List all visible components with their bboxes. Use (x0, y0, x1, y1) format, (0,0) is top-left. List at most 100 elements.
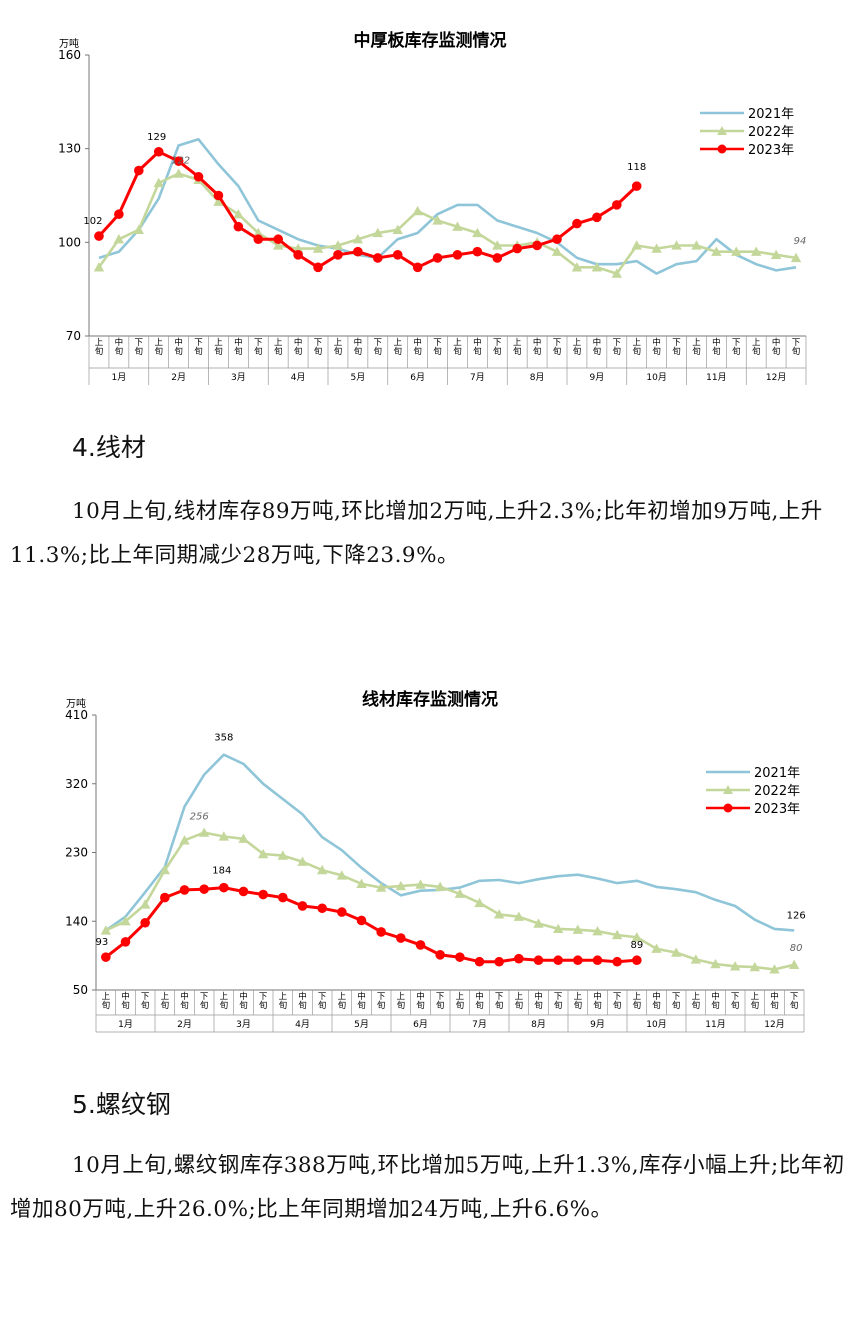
x-tick-label-period: 中旬 (357, 991, 366, 1011)
x-tick-label-period: 上旬 (334, 338, 343, 357)
data-point (262, 782, 265, 785)
data-point (675, 888, 678, 891)
x-tick-label-month: 11月 (706, 372, 726, 383)
data-point (392, 224, 403, 235)
wire-rod-inventory-chart-svg: 线材库存监测情况万吨50140230320410上旬中旬下旬上旬中旬下旬上旬中旬… (65, 689, 806, 1033)
data-point (412, 205, 423, 216)
data-point (592, 955, 603, 966)
series-line-1 (105, 753, 795, 932)
x-tick-label-period: 上旬 (102, 992, 111, 1011)
x-tick-label-period: 下旬 (254, 338, 263, 357)
data-point (153, 177, 164, 188)
data-point (399, 894, 402, 897)
data-point (153, 146, 164, 157)
data-point (356, 878, 367, 888)
x-tick-label-period: 上旬 (453, 338, 462, 357)
data-point (238, 833, 249, 843)
data-point (332, 240, 344, 250)
data-point (173, 168, 184, 178)
data-point (277, 228, 280, 231)
legend-label: 2021年 (748, 107, 794, 122)
data-point (512, 243, 523, 254)
data-point (316, 864, 328, 875)
x-tick-label-month: 8月 (530, 372, 545, 383)
data-label: 118 (627, 162, 646, 173)
x-tick-label-period: 下旬 (792, 338, 801, 357)
x-tick-label-period: 下旬 (135, 338, 144, 357)
data-point (396, 933, 406, 943)
x-tick-label-period: 中旬 (180, 991, 189, 1011)
data-point (516, 225, 519, 228)
data-point (337, 907, 347, 917)
chart-title: 线材库存监测情况 (362, 689, 498, 710)
data-point (177, 144, 180, 147)
data-point (537, 878, 540, 881)
legend-label: 2021年 (754, 766, 800, 781)
x-tick-label-month: 9月 (590, 372, 605, 383)
data-point (173, 156, 184, 166)
data-point (217, 163, 220, 166)
data-point (472, 227, 483, 238)
data-point (179, 835, 190, 845)
x-tick-label-period: 中旬 (234, 337, 243, 357)
series-line-2 (105, 831, 795, 971)
data-point (376, 927, 386, 937)
plate-inventory-chart: 中厚板库存监测情况 万吨 70 100 130 160 上旬 中旬 下旬 上旬 中旬 下旬 上旬 中旬 下旬… (0, 20, 866, 385)
x-tick-label-period: 下旬 (259, 992, 268, 1011)
data-point (454, 888, 466, 898)
section-heading-rebar: 5.螺纹钢 (72, 1090, 171, 1119)
data-point (434, 881, 446, 892)
data-point (694, 891, 697, 894)
data-point (313, 262, 323, 273)
data-point (729, 961, 741, 971)
x-tick-label-period: 上旬 (751, 992, 760, 1011)
x-tick-label-period: 中旬 (354, 337, 363, 357)
y-tick-label: 130 (58, 142, 81, 156)
data-point (472, 246, 483, 257)
data-point (533, 918, 544, 928)
x-tick-label-period: 下旬 (318, 992, 327, 1011)
x-tick-label-month: 1月 (118, 1019, 133, 1030)
legend-label: 2022年 (754, 784, 800, 799)
data-point (353, 246, 363, 257)
x-tick-label-month: 7月 (472, 1019, 487, 1030)
data-point (213, 196, 224, 206)
data-point (140, 917, 150, 928)
y-tick-label: 100 (58, 235, 81, 249)
data-point (100, 925, 112, 935)
series-line-3 (104, 886, 637, 964)
x-tick-label-month: 12月 (766, 372, 786, 383)
x-tick-label-period: 中旬 (475, 991, 484, 1011)
data-point (551, 246, 563, 256)
x-tick-label-period: 中旬 (294, 337, 303, 357)
data-point (133, 224, 144, 235)
x-tick-label-period: 中旬 (533, 337, 542, 357)
data-label: 256 (190, 812, 209, 823)
wire-rod-inventory-chart: 线材库存监测情况 万吨 50 140 230 320 410 上旬 中旬 下旬 上旬 中旬 下旬 上旬 中旬… (0, 680, 866, 1040)
x-tick-label-period: 下旬 (731, 992, 740, 1011)
x-tick-label-period: 上旬 (214, 338, 223, 357)
data-point (297, 901, 308, 911)
x-tick-label-month: 7月 (470, 372, 485, 383)
data-point (655, 885, 658, 888)
data-point (615, 263, 618, 266)
data-point (651, 943, 662, 953)
x-tick-label-period: 下旬 (377, 992, 386, 1011)
data-point (788, 959, 800, 969)
x-tick-label-period: 下旬 (200, 992, 209, 1011)
data-point (635, 879, 638, 882)
data-point (611, 268, 622, 278)
data-point (412, 262, 423, 273)
data-point (616, 882, 619, 885)
x-tick-label-period: 下旬 (495, 992, 504, 1011)
y-tick-label: 320 (65, 777, 88, 791)
data-point (553, 955, 563, 966)
x-tick-label-period: 中旬 (239, 991, 248, 1011)
data-point (734, 904, 737, 907)
x-tick-label-month: 4月 (295, 1019, 310, 1030)
data-point (432, 253, 443, 263)
data-point (144, 891, 147, 894)
data-point (790, 252, 802, 263)
data-point (612, 956, 622, 967)
data-point (572, 218, 582, 229)
